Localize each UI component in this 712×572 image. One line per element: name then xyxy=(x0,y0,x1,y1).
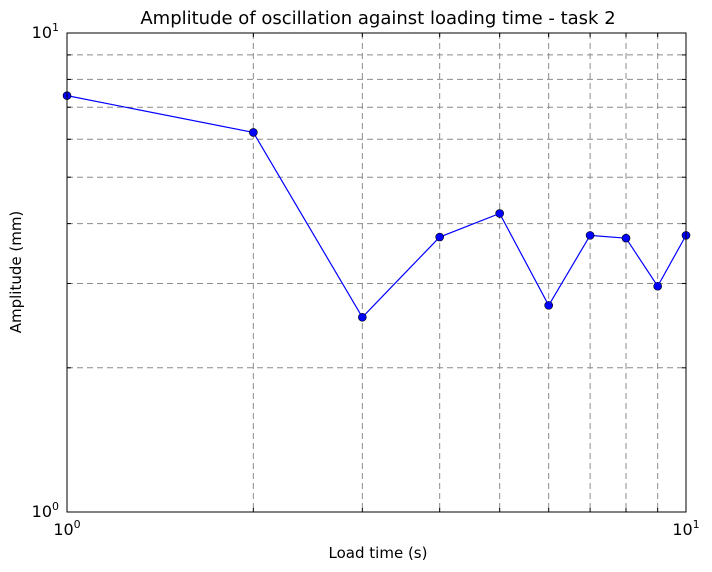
x-axis-label: Load time (s) xyxy=(329,544,428,562)
series-line xyxy=(66,95,687,319)
data-point xyxy=(495,209,504,218)
plot-frame xyxy=(66,32,687,513)
y-axis-label: Amplitude (mm) xyxy=(7,211,25,334)
data-point xyxy=(435,232,444,242)
y-tick-exponent: 1 xyxy=(52,21,59,34)
x-tick-exponent: 1 xyxy=(693,518,700,531)
data-point xyxy=(358,312,367,322)
series-layer xyxy=(62,91,691,322)
data-point xyxy=(621,233,631,243)
data-point xyxy=(585,231,595,240)
data-point xyxy=(653,281,662,291)
x-tick-exponent: 0 xyxy=(74,518,81,531)
data-point xyxy=(544,301,553,310)
y-tick-exponent: 0 xyxy=(52,500,59,513)
chart-title: Amplitude of oscillation against loading… xyxy=(140,8,615,29)
axis-ticks xyxy=(67,33,686,512)
y-grid xyxy=(67,54,686,369)
plot-area xyxy=(67,33,686,512)
data-point xyxy=(249,128,258,137)
